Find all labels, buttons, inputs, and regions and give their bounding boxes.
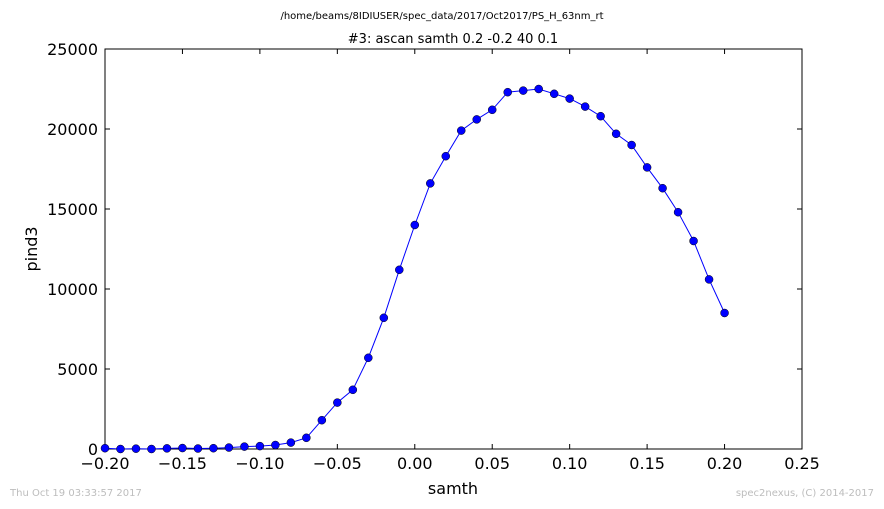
data-point <box>410 220 420 230</box>
data-point <box>162 444 172 453</box>
data-point <box>456 126 466 135</box>
data-point <box>131 444 141 453</box>
y-tick-label: 25000 <box>47 40 98 59</box>
data-point <box>673 207 683 217</box>
y-tick-label: 15000 <box>47 200 98 219</box>
data-point <box>209 443 218 453</box>
x-tick-label: −0.10 <box>235 454 284 473</box>
y-tick-label: 0 <box>88 440 98 459</box>
y-axis-label: pind3 <box>22 226 41 271</box>
x-tick-label: −0.05 <box>313 454 362 473</box>
plot-area <box>104 48 803 450</box>
data-point <box>472 115 481 124</box>
data-point <box>689 236 698 246</box>
data-point <box>487 105 497 115</box>
data-point <box>426 179 435 188</box>
data-point <box>178 443 187 453</box>
data-point <box>116 444 125 454</box>
data-point <box>193 444 203 453</box>
data-point <box>658 183 667 193</box>
data-point <box>580 102 590 111</box>
data-point <box>611 129 621 139</box>
data-point <box>503 87 512 97</box>
data-point <box>286 438 296 447</box>
data-point <box>100 443 110 453</box>
data-point <box>642 163 652 172</box>
data-point <box>720 308 729 318</box>
x-tick-label: 0.15 <box>629 454 665 473</box>
axis-ticks: −0.20 −0.15 −0.10 −0.05 0.00 0.05 0.10 0.15 0.20… <box>47 40 820 473</box>
y-tick-label: 10000 <box>47 280 98 299</box>
data-point <box>348 385 358 395</box>
data-point <box>255 441 265 451</box>
data-point <box>317 415 327 425</box>
data-point <box>518 86 528 95</box>
x-tick-label: 0.20 <box>707 454 743 473</box>
x-tick-label: 0.10 <box>552 454 588 473</box>
data-point <box>549 89 559 99</box>
data-point <box>441 151 451 161</box>
x-tick-label: 0.05 <box>474 454 510 473</box>
data-point <box>364 353 373 363</box>
data-point <box>534 84 543 94</box>
footer-credit: spec2nexus, (C) 2014-2017 <box>735 488 874 499</box>
data-point <box>565 94 574 103</box>
data-point <box>333 398 342 407</box>
data-point <box>271 440 280 450</box>
x-axis-label: samth <box>428 479 478 498</box>
y-tick-label: 5000 <box>57 360 98 379</box>
data-point <box>395 265 404 275</box>
data-point <box>627 140 636 150</box>
y-tick-label: 20000 <box>47 120 98 139</box>
x-tick-label: −0.15 <box>158 454 207 473</box>
data-point <box>147 444 156 454</box>
chart-title: #3: ascan samth 0.2 -0.2 40 0.1 <box>348 32 558 47</box>
chart-suptitle: /home/beams/8IDIUSER/spec_data/2017/Oct2… <box>280 11 603 22</box>
x-tick-label: −0.20 <box>80 454 129 473</box>
data-point <box>704 275 714 284</box>
series-layer <box>100 84 729 454</box>
data-point <box>240 442 249 451</box>
footer-timestamp: Thu Oct 19 03:33:57 2017 <box>10 488 142 499</box>
x-tick-label: 0.25 <box>784 454 820 473</box>
data-point <box>224 443 234 452</box>
data-point <box>596 111 605 121</box>
data-point <box>302 433 311 443</box>
x-tick-label: 0.00 <box>397 454 433 473</box>
data-point <box>379 313 389 323</box>
